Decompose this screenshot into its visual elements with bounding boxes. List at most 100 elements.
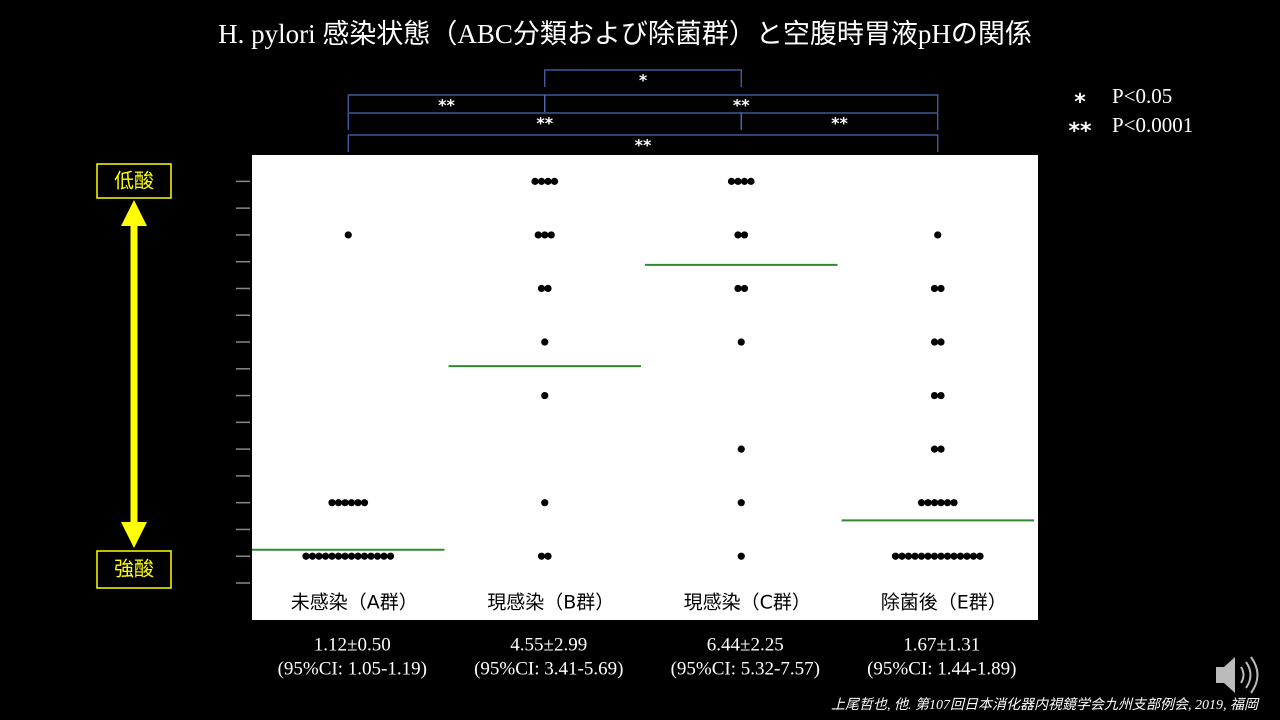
data-point (360, 552, 369, 560)
arrow-head-up (121, 200, 147, 226)
data-point (937, 338, 945, 346)
group-label: 未感染（A群） (291, 592, 418, 614)
data-point (740, 231, 749, 239)
data-point (537, 552, 546, 560)
ci-label: (95%CI: 3.41-5.69) (474, 658, 623, 679)
data-point (924, 552, 932, 560)
data-point (930, 552, 939, 560)
data-point (344, 231, 352, 239)
data-point (740, 177, 749, 185)
strong-acid-label: 強酸 (114, 557, 154, 581)
ci-label: (95%CI: 1.44-1.89) (867, 658, 1016, 679)
data-point (544, 177, 552, 185)
data-point (943, 552, 952, 560)
data-point (737, 445, 745, 453)
data-point (367, 552, 375, 560)
data-point (341, 552, 349, 560)
legend-label: P<0.05 (1112, 84, 1172, 108)
data-point (328, 552, 336, 560)
data-point (917, 499, 926, 507)
low-acid-box (96, 163, 172, 199)
data-point (544, 284, 552, 293)
ci-label: (95%CI: 5.32-7.57) (671, 658, 820, 679)
data-point (943, 499, 952, 507)
chart-title: H. pylori 感染状態（ABC分類および除菌群）と空腹時胃液pHの関係 (218, 19, 1032, 49)
arrow-head-down (121, 522, 147, 548)
data-point (354, 499, 362, 507)
data-point (341, 499, 349, 507)
data-point (537, 177, 546, 185)
speaker-icon[interactable] (1216, 656, 1259, 694)
legend-symbol: * (1074, 90, 1086, 115)
data-point (956, 552, 965, 560)
data-point (531, 177, 539, 185)
data-point (937, 391, 945, 400)
data-point (937, 445, 945, 453)
data-point (547, 231, 555, 239)
significance-label: ** (831, 114, 848, 133)
significance-bracket (347, 134, 939, 152)
data-point (321, 552, 330, 560)
group-label: 現感染（B群） (487, 592, 614, 614)
data-point (334, 499, 343, 507)
data-point (734, 231, 742, 239)
legend-label: P<0.0001 (1112, 113, 1193, 137)
mean-label: 4.55±2.99 (510, 634, 587, 655)
data-point (930, 499, 939, 507)
data-point (347, 499, 356, 507)
data-point (891, 552, 900, 560)
significance-label: ** (438, 96, 455, 115)
data-point (737, 499, 745, 507)
data-point (373, 552, 382, 560)
data-point (911, 552, 919, 560)
group-label: 現感染（C群） (684, 592, 811, 614)
data-point (734, 177, 742, 185)
data-point (734, 284, 742, 293)
data-point (937, 552, 945, 560)
group-label: 除菌後（E群） (881, 592, 1007, 614)
mean-label: 1.12±0.50 (314, 634, 391, 655)
citation: 上尾哲也, 他. 第107回日本消化器内視鏡学会九州支部例会, 2019, 福岡 (831, 697, 1260, 713)
significance-bracket (544, 69, 742, 87)
data-point (737, 338, 745, 346)
data-point (360, 499, 369, 507)
data-point (727, 177, 736, 185)
data-point (541, 499, 549, 507)
significance-label: ** (536, 114, 553, 133)
data-point (976, 552, 984, 560)
data-point (534, 231, 542, 239)
data-point (963, 552, 971, 560)
data-point (898, 552, 906, 560)
data-point (904, 552, 913, 560)
data-point (347, 552, 356, 560)
data-point (937, 499, 945, 507)
data-point (930, 284, 939, 293)
data-point (969, 552, 978, 560)
data-point (747, 177, 755, 185)
data-point (550, 177, 559, 185)
data-point (937, 284, 945, 293)
data-point (917, 552, 926, 560)
data-point (930, 391, 939, 400)
legend-symbol: ** (1068, 119, 1092, 144)
significance-label: * (639, 71, 648, 90)
data-point (308, 552, 317, 560)
data-point (544, 552, 552, 560)
data-point (334, 552, 343, 560)
data-point (537, 284, 546, 293)
data-point (541, 231, 549, 239)
data-point (930, 445, 939, 453)
data-point (328, 499, 336, 507)
plot-area (252, 155, 1038, 620)
data-point (934, 231, 942, 239)
low-acid-label: 低酸 (114, 169, 154, 193)
data-point (541, 338, 549, 346)
significance-bracket (347, 94, 546, 112)
significance-label: ** (635, 136, 652, 155)
data-point (950, 552, 958, 560)
mean-label: 1.67±1.31 (903, 634, 980, 655)
data-point (924, 499, 932, 507)
data-point (386, 552, 395, 560)
